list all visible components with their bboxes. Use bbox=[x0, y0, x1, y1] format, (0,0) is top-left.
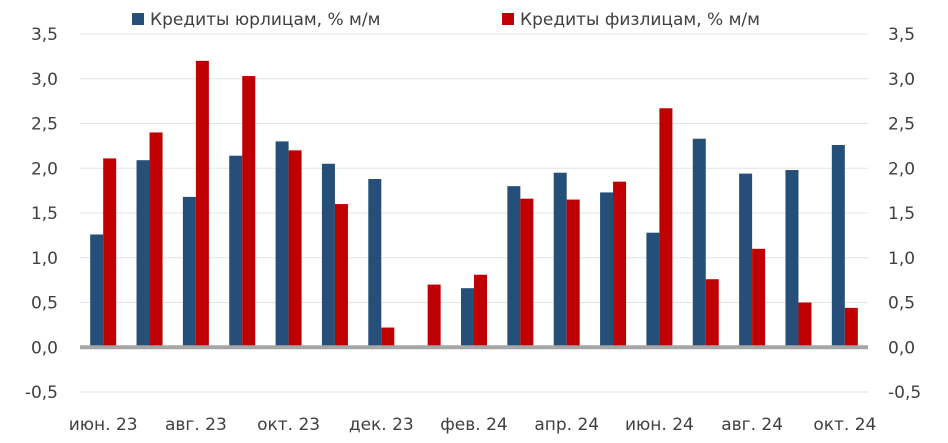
bar-legal-entities bbox=[600, 192, 614, 348]
bar-legal-entities bbox=[831, 144, 845, 348]
bar-individuals bbox=[288, 150, 302, 348]
bar-legal-entities bbox=[739, 173, 753, 348]
y-axis-right: 3,5 3,0 2,5 2,0 1,5 1,0 0,5 0,0 -0,5 bbox=[888, 25, 921, 403]
bar-legal-entities bbox=[461, 288, 474, 348]
legend-label: Кредиты юрлицам, % м/м bbox=[150, 10, 380, 30]
y-tick-label-right: 3,0 bbox=[888, 70, 915, 90]
y-tick-label-left: 2,5 bbox=[31, 115, 58, 135]
y-tick-label-right: 2,0 bbox=[888, 159, 915, 179]
y-tick-label-left: -0,5 bbox=[25, 383, 58, 403]
y-tick-label-left: 2,0 bbox=[31, 159, 58, 179]
y-tick-label-right: -0,5 bbox=[888, 383, 921, 403]
bar-legal-entities bbox=[692, 138, 706, 348]
y-tick-label-left: 0,0 bbox=[31, 338, 58, 358]
y-tick-label-right: 3,5 bbox=[888, 25, 915, 45]
bar-individuals bbox=[752, 248, 766, 348]
bar-individuals bbox=[381, 327, 395, 348]
bar-legal-entities bbox=[136, 160, 150, 348]
bar-individuals bbox=[474, 274, 487, 348]
bar-legal-entities bbox=[553, 172, 567, 348]
gridlines bbox=[80, 33, 868, 393]
bar-legal-entities bbox=[275, 141, 289, 348]
bar-individuals bbox=[334, 204, 348, 348]
bar-individuals bbox=[705, 279, 719, 348]
legend-label: Кредиты физлицам, % м/м bbox=[520, 10, 760, 30]
x-tick-label: окт. 24 bbox=[813, 415, 876, 435]
y-tick-label-left: 0,5 bbox=[31, 294, 58, 314]
x-tick-label: авг. 23 bbox=[165, 415, 227, 435]
bar-individuals bbox=[566, 199, 580, 348]
bar-legal-entities bbox=[229, 155, 243, 348]
bar-individuals bbox=[798, 302, 812, 348]
x-tick-label: июн. 23 bbox=[69, 415, 138, 435]
bar-legal-entities bbox=[646, 232, 660, 348]
x-tick-label: апр. 24 bbox=[534, 415, 599, 435]
bar-legal-entities bbox=[368, 178, 382, 348]
y-tick-label-right: 1,5 bbox=[888, 204, 915, 224]
y-axis-left: 3,5 3,0 2,5 2,0 1,5 1,0 0,5 0,0 -0,5 bbox=[25, 25, 58, 403]
legend: Кредиты юрлицам, % м/м Кредиты физлицам, … bbox=[132, 10, 760, 30]
legend-swatch bbox=[502, 13, 514, 25]
bar-individuals bbox=[427, 284, 441, 348]
y-tick-label-left: 1,5 bbox=[31, 204, 58, 224]
bar-individuals bbox=[659, 108, 673, 348]
bar-individuals bbox=[520, 198, 534, 348]
x-tick-label: фев. 24 bbox=[440, 415, 507, 435]
x-tick-label: июн. 24 bbox=[625, 415, 694, 435]
bar-individuals bbox=[149, 132, 163, 348]
legend-swatch bbox=[132, 13, 144, 25]
x-tick-label: окт. 23 bbox=[257, 415, 320, 435]
x-tick-label: авг. 24 bbox=[721, 415, 783, 435]
y-tick-label-left: 3,5 bbox=[31, 25, 58, 45]
bar-legal-entities bbox=[182, 196, 196, 348]
bar-individuals bbox=[242, 76, 256, 348]
bar-individuals bbox=[103, 158, 117, 348]
y-tick-label-right: 0,0 bbox=[888, 338, 915, 358]
y-tick-label-right: 0,5 bbox=[888, 294, 915, 314]
bars bbox=[90, 60, 858, 348]
bar-individuals bbox=[195, 60, 209, 348]
bar-legal-entities bbox=[321, 163, 335, 348]
x-tick-label: дек. 23 bbox=[349, 415, 414, 435]
y-tick-label-right: 2,5 bbox=[888, 115, 915, 135]
bar-individuals bbox=[844, 307, 858, 348]
x-axis: июн. 23 авг. 23 окт. 23 дек. 23 фев. 24 апр. … bbox=[69, 415, 877, 435]
bar-legal-entities bbox=[785, 170, 799, 348]
bar-legal-entities bbox=[90, 234, 104, 348]
y-tick-label-left: 1,0 bbox=[31, 249, 58, 269]
bar-legal-entities bbox=[507, 186, 521, 348]
y-tick-label-left: 3,0 bbox=[31, 70, 58, 90]
y-tick-label-right: 1,0 bbox=[888, 249, 915, 269]
bar-individuals bbox=[613, 181, 627, 348]
